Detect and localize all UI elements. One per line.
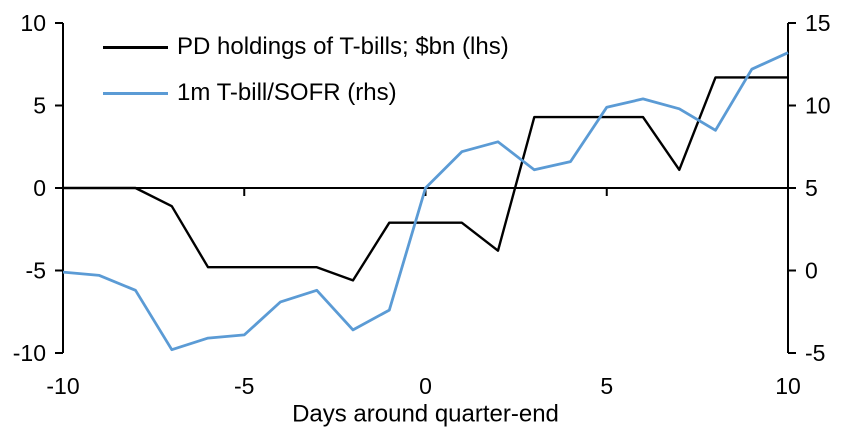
left-axis-tick-label: 10 (20, 10, 46, 36)
left-axis-tick-label: 5 (33, 93, 46, 119)
x-axis-title: Days around quarter-end (292, 401, 559, 428)
right-axis-tick-label: 5 (805, 175, 818, 201)
legend-item-pd-holdings: PD holdings of T-bills; $bn (lhs) (103, 33, 509, 61)
x-axis-tick-label: 5 (600, 373, 613, 399)
left-axis-tick-label: -5 (26, 258, 46, 284)
left-axis-tick-label: -10 (13, 340, 46, 366)
right-axis-tick-label: 15 (805, 10, 831, 36)
right-axis-tick-label: 0 (805, 258, 818, 284)
legend-line-black (103, 45, 168, 49)
x-axis-tick-label: -10 (46, 373, 79, 399)
legend: PD holdings of T-bills; $bn (lhs) 1m T-b… (103, 33, 509, 107)
x-axis-tick-label: 10 (775, 373, 801, 399)
right-axis-tick-label: -5 (805, 340, 825, 366)
x-axis-tick-label: 0 (419, 373, 432, 399)
x-axis-tick-label: -5 (234, 373, 254, 399)
right-axis-tick-label: 10 (805, 93, 831, 119)
legend-line-blue (103, 91, 168, 95)
legend-label: 1m T-bill/SOFR (rhs) (177, 79, 397, 106)
series-line-blue (62, 51, 789, 352)
series-line-black (63, 76, 788, 282)
legend-label: PD holdings of T-bills; $bn (lhs) (177, 33, 509, 60)
legend-item-tbill-sofr: 1m T-bill/SOFR (rhs) (103, 79, 509, 107)
left-axis-tick-label: 0 (33, 175, 46, 201)
